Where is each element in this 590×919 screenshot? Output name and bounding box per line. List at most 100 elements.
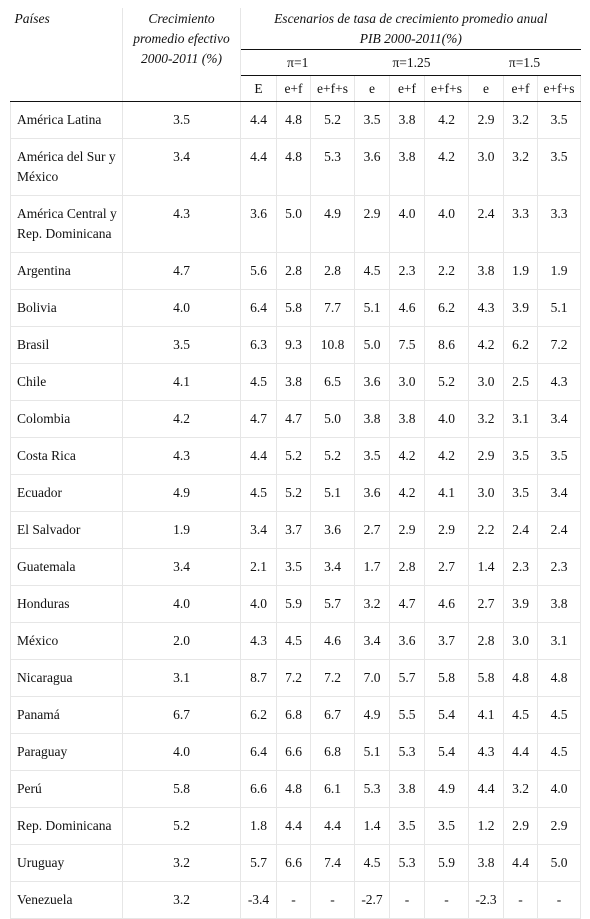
country-cell: Perú — [10, 770, 123, 808]
country-cell: América Latina — [10, 101, 123, 139]
country-cell: Brasil — [10, 326, 123, 364]
table-row: Nicaragua 3.1 8.7 7.2 7.2 7.0 5.7 5.8 5.8 4.8 4.8 — [10, 659, 582, 697]
scenario-value-cell: - — [276, 881, 311, 919]
scenario-value-cell: 2.9 — [468, 437, 504, 475]
scenario-value-cell: 3.5 — [537, 138, 582, 196]
header-subcolumn: e+f — [503, 75, 538, 102]
scenario-value-cell: 3.6 — [354, 138, 390, 196]
scenario-value-cell: 5.0 — [276, 195, 311, 253]
scenario-value-cell: 4.2 — [424, 437, 469, 475]
table-row: Argentina 4.7 5.6 2.8 2.8 4.5 2.3 2.2 3.8 1.9 1.9 — [10, 252, 582, 290]
scenario-value-cell: 2.3 — [503, 548, 538, 586]
scenario-value-cell: 3.4 — [354, 622, 390, 660]
scenario-value-cell: 4.8 — [276, 101, 311, 139]
header-pi-1-5: π=1.5 — [468, 49, 581, 76]
country-cell: Nicaragua — [10, 659, 123, 697]
scenario-value-cell: 2.1 — [240, 548, 277, 586]
scenario-value-cell: 3.5 — [537, 437, 582, 475]
growth-cell: 1.9 — [122, 511, 241, 549]
scenario-value-cell: 6.6 — [276, 844, 311, 882]
country-cell: Venezuela — [10, 881, 123, 919]
growth-cell: 5.8 — [122, 770, 241, 808]
scenario-value-cell: 3.6 — [240, 195, 277, 253]
scenario-value-cell: 6.6 — [240, 770, 277, 808]
scenario-value-cell: 4.4 — [503, 733, 538, 771]
scenario-value-cell: - — [503, 881, 538, 919]
scenario-value-cell: -3.4 — [240, 881, 277, 919]
scenario-value-cell: 3.5 — [354, 101, 390, 139]
scenario-value-cell: 5.0 — [537, 844, 582, 882]
scenario-value-cell: 3.9 — [503, 289, 538, 327]
scenario-value-cell: 3.1 — [537, 622, 582, 660]
scenario-value-cell: 4.7 — [276, 400, 311, 438]
scenario-value-cell: 7.2 — [276, 659, 311, 697]
scenario-value-cell: 3.0 — [503, 622, 538, 660]
scenario-value-cell: 4.2 — [389, 474, 425, 512]
scenario-value-cell: 3.8 — [468, 252, 504, 290]
table-row: Colombia 4.2 4.7 4.7 5.0 3.8 3.8 4.0 3.2 3.1 3.4 — [10, 400, 582, 438]
scenario-value-cell: 1.9 — [503, 252, 538, 290]
scenario-value-cell: 5.2 — [276, 474, 311, 512]
scenario-value-cell: 3.8 — [389, 400, 425, 438]
scenario-value-cell: - — [389, 881, 425, 919]
scenario-value-cell: 10.8 — [310, 326, 355, 364]
country-cell: Guatemala — [10, 548, 123, 586]
growth-cell: 4.0 — [122, 289, 241, 327]
scenario-value-cell: 5.9 — [276, 585, 311, 623]
scenario-value-cell: 6.2 — [424, 289, 469, 327]
scenario-value-cell: 2.5 — [503, 363, 538, 401]
scenario-value-cell: 4.3 — [240, 622, 277, 660]
header-scenarios-line2: PIB 2000-2011(%) — [359, 31, 462, 46]
scenario-value-cell: 6.6 — [276, 733, 311, 771]
scenario-value-cell: 1.4 — [354, 807, 390, 845]
header-scenarios: Escenarios de tasa de crecimiento promed… — [240, 8, 581, 50]
scenario-value-cell: 3.2 — [503, 138, 538, 196]
scenario-value-cell: 5.8 — [276, 289, 311, 327]
scenario-value-cell: -2.3 — [468, 881, 504, 919]
table-row: Venezuela 3.2 -3.4- - -2.7- - -2.3- - — [10, 881, 582, 919]
table-row: América del Sur y México 3.4 4.4 4.8 5.3 3.6 3… — [10, 138, 582, 196]
scenario-value-cell: 3.8 — [354, 400, 390, 438]
table-row: Rep. Dominicana 5.2 1.8 4.4 4.4 1.4 3.5 3.5 1.2 2… — [10, 807, 582, 845]
scenario-value-cell: 4.2 — [468, 326, 504, 364]
scenario-value-cell: 4.1 — [468, 696, 504, 734]
growth-cell: 3.5 — [122, 101, 241, 139]
scenario-value-cell: 2.8 — [310, 252, 355, 290]
scenario-value-cell: 4.5 — [240, 363, 277, 401]
country-cell: El Salvador — [10, 511, 123, 549]
scenario-value-cell: 5.4 — [424, 696, 469, 734]
table-row: Uruguay 3.2 5.7 6.6 7.4 4.5 5.3 5.9 3.8 4.4 5.0 — [10, 844, 582, 882]
scenario-value-cell: 3.2 — [503, 101, 538, 139]
scenario-value-cell: 5.7 — [240, 844, 277, 882]
country-cell: Paraguay — [10, 733, 123, 771]
scenario-value-cell: - — [537, 881, 582, 919]
scenario-value-cell: 1.7 — [354, 548, 390, 586]
scenario-value-cell: 4.8 — [503, 659, 538, 697]
scenario-value-cell: 4.4 — [503, 844, 538, 882]
header-subcolumn: e+f+s — [310, 75, 355, 102]
scenario-value-cell: 2.9 — [468, 101, 504, 139]
country-cell: América del Sur y México — [10, 138, 123, 196]
growth-cell: 4.1 — [122, 363, 241, 401]
scenario-value-cell: 2.3 — [389, 252, 425, 290]
scenario-value-cell: 2.4 — [537, 511, 582, 549]
scenario-value-cell: 4.0 — [389, 195, 425, 253]
scenario-value-cell: 4.0 — [424, 195, 469, 253]
header-subcolumn: e+f — [276, 75, 311, 102]
country-cell: Bolivia — [10, 289, 123, 327]
scenario-value-cell: 2.3 — [537, 548, 582, 586]
scenario-value-cell: 6.3 — [240, 326, 277, 364]
scenario-value-cell: 6.8 — [276, 696, 311, 734]
scenario-value-cell: 6.4 — [240, 733, 277, 771]
header-subcolumn: e+f — [389, 75, 425, 102]
growth-cell: 3.4 — [122, 138, 241, 196]
table-header: Países Crecimiento promedio efectivo 200… — [10, 8, 582, 102]
header-pi-1: π=1 — [240, 49, 355, 76]
scenario-value-cell: 3.7 — [424, 622, 469, 660]
growth-cell: 5.2 — [122, 807, 241, 845]
scenario-value-cell: 4.7 — [240, 400, 277, 438]
scenario-value-cell: 3.5 — [503, 474, 538, 512]
scenario-value-cell: 3.5 — [503, 437, 538, 475]
scenario-value-cell: 4.1 — [424, 474, 469, 512]
scenario-value-cell: 1.9 — [537, 252, 582, 290]
